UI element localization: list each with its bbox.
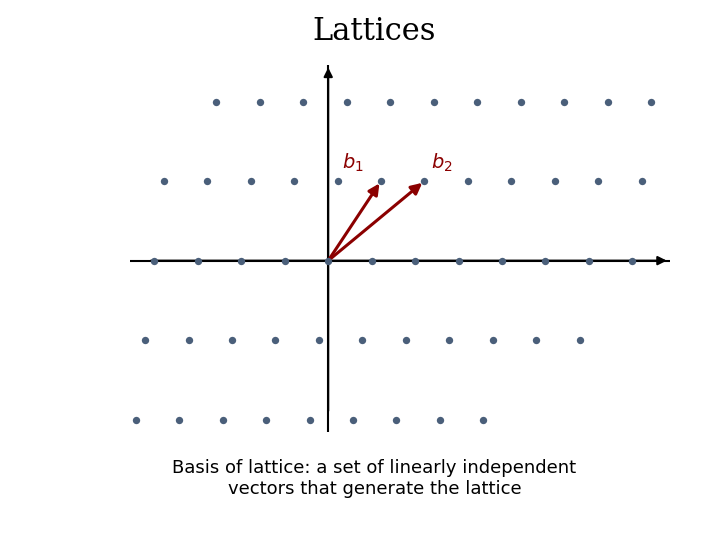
Point [226, 336, 238, 345]
Point [254, 97, 266, 106]
Point [245, 177, 256, 185]
Point [158, 177, 169, 185]
Point [453, 256, 464, 265]
Point [400, 336, 412, 345]
Point [140, 336, 151, 345]
Point [217, 415, 228, 424]
Point [297, 97, 309, 106]
Point [636, 177, 647, 185]
Point [583, 256, 595, 265]
Point [313, 336, 325, 345]
Point [288, 177, 300, 185]
Point [472, 97, 483, 106]
Point [375, 177, 387, 185]
Point [496, 256, 508, 265]
Point [384, 97, 396, 106]
Point [202, 177, 213, 185]
Point [444, 336, 455, 345]
Point [347, 415, 359, 424]
Point [366, 256, 377, 265]
Point [549, 177, 561, 185]
Point [428, 97, 439, 106]
Point [323, 256, 334, 265]
Point [593, 177, 604, 185]
Point [574, 336, 585, 345]
Point [332, 177, 343, 185]
Text: $b_1$: $b_1$ [342, 151, 364, 174]
Point [279, 256, 291, 265]
Point [148, 256, 160, 265]
Point [434, 415, 446, 424]
Point [270, 336, 282, 345]
Point [626, 256, 638, 265]
Text: $b_2$: $b_2$ [431, 151, 452, 174]
Point [540, 256, 552, 265]
Point [130, 415, 142, 424]
Point [235, 256, 247, 265]
Point [462, 177, 474, 185]
Point [391, 415, 402, 424]
Point [645, 97, 657, 106]
Text: Lattices: Lattices [312, 16, 436, 47]
Point [174, 415, 185, 424]
Point [304, 415, 315, 424]
Point [531, 336, 542, 345]
Point [183, 336, 194, 345]
Point [356, 336, 368, 345]
Point [477, 415, 489, 424]
Point [515, 97, 526, 106]
Point [192, 256, 204, 265]
Point [505, 177, 517, 185]
Text: Basis of lattice: a set of linearly independent
vectors that generate the lattic: Basis of lattice: a set of linearly inde… [172, 459, 577, 498]
Point [341, 97, 353, 106]
Point [418, 177, 430, 185]
Point [558, 97, 570, 106]
Point [487, 336, 498, 345]
Point [410, 256, 421, 265]
Point [211, 97, 222, 106]
Point [602, 97, 613, 106]
Point [261, 415, 272, 424]
